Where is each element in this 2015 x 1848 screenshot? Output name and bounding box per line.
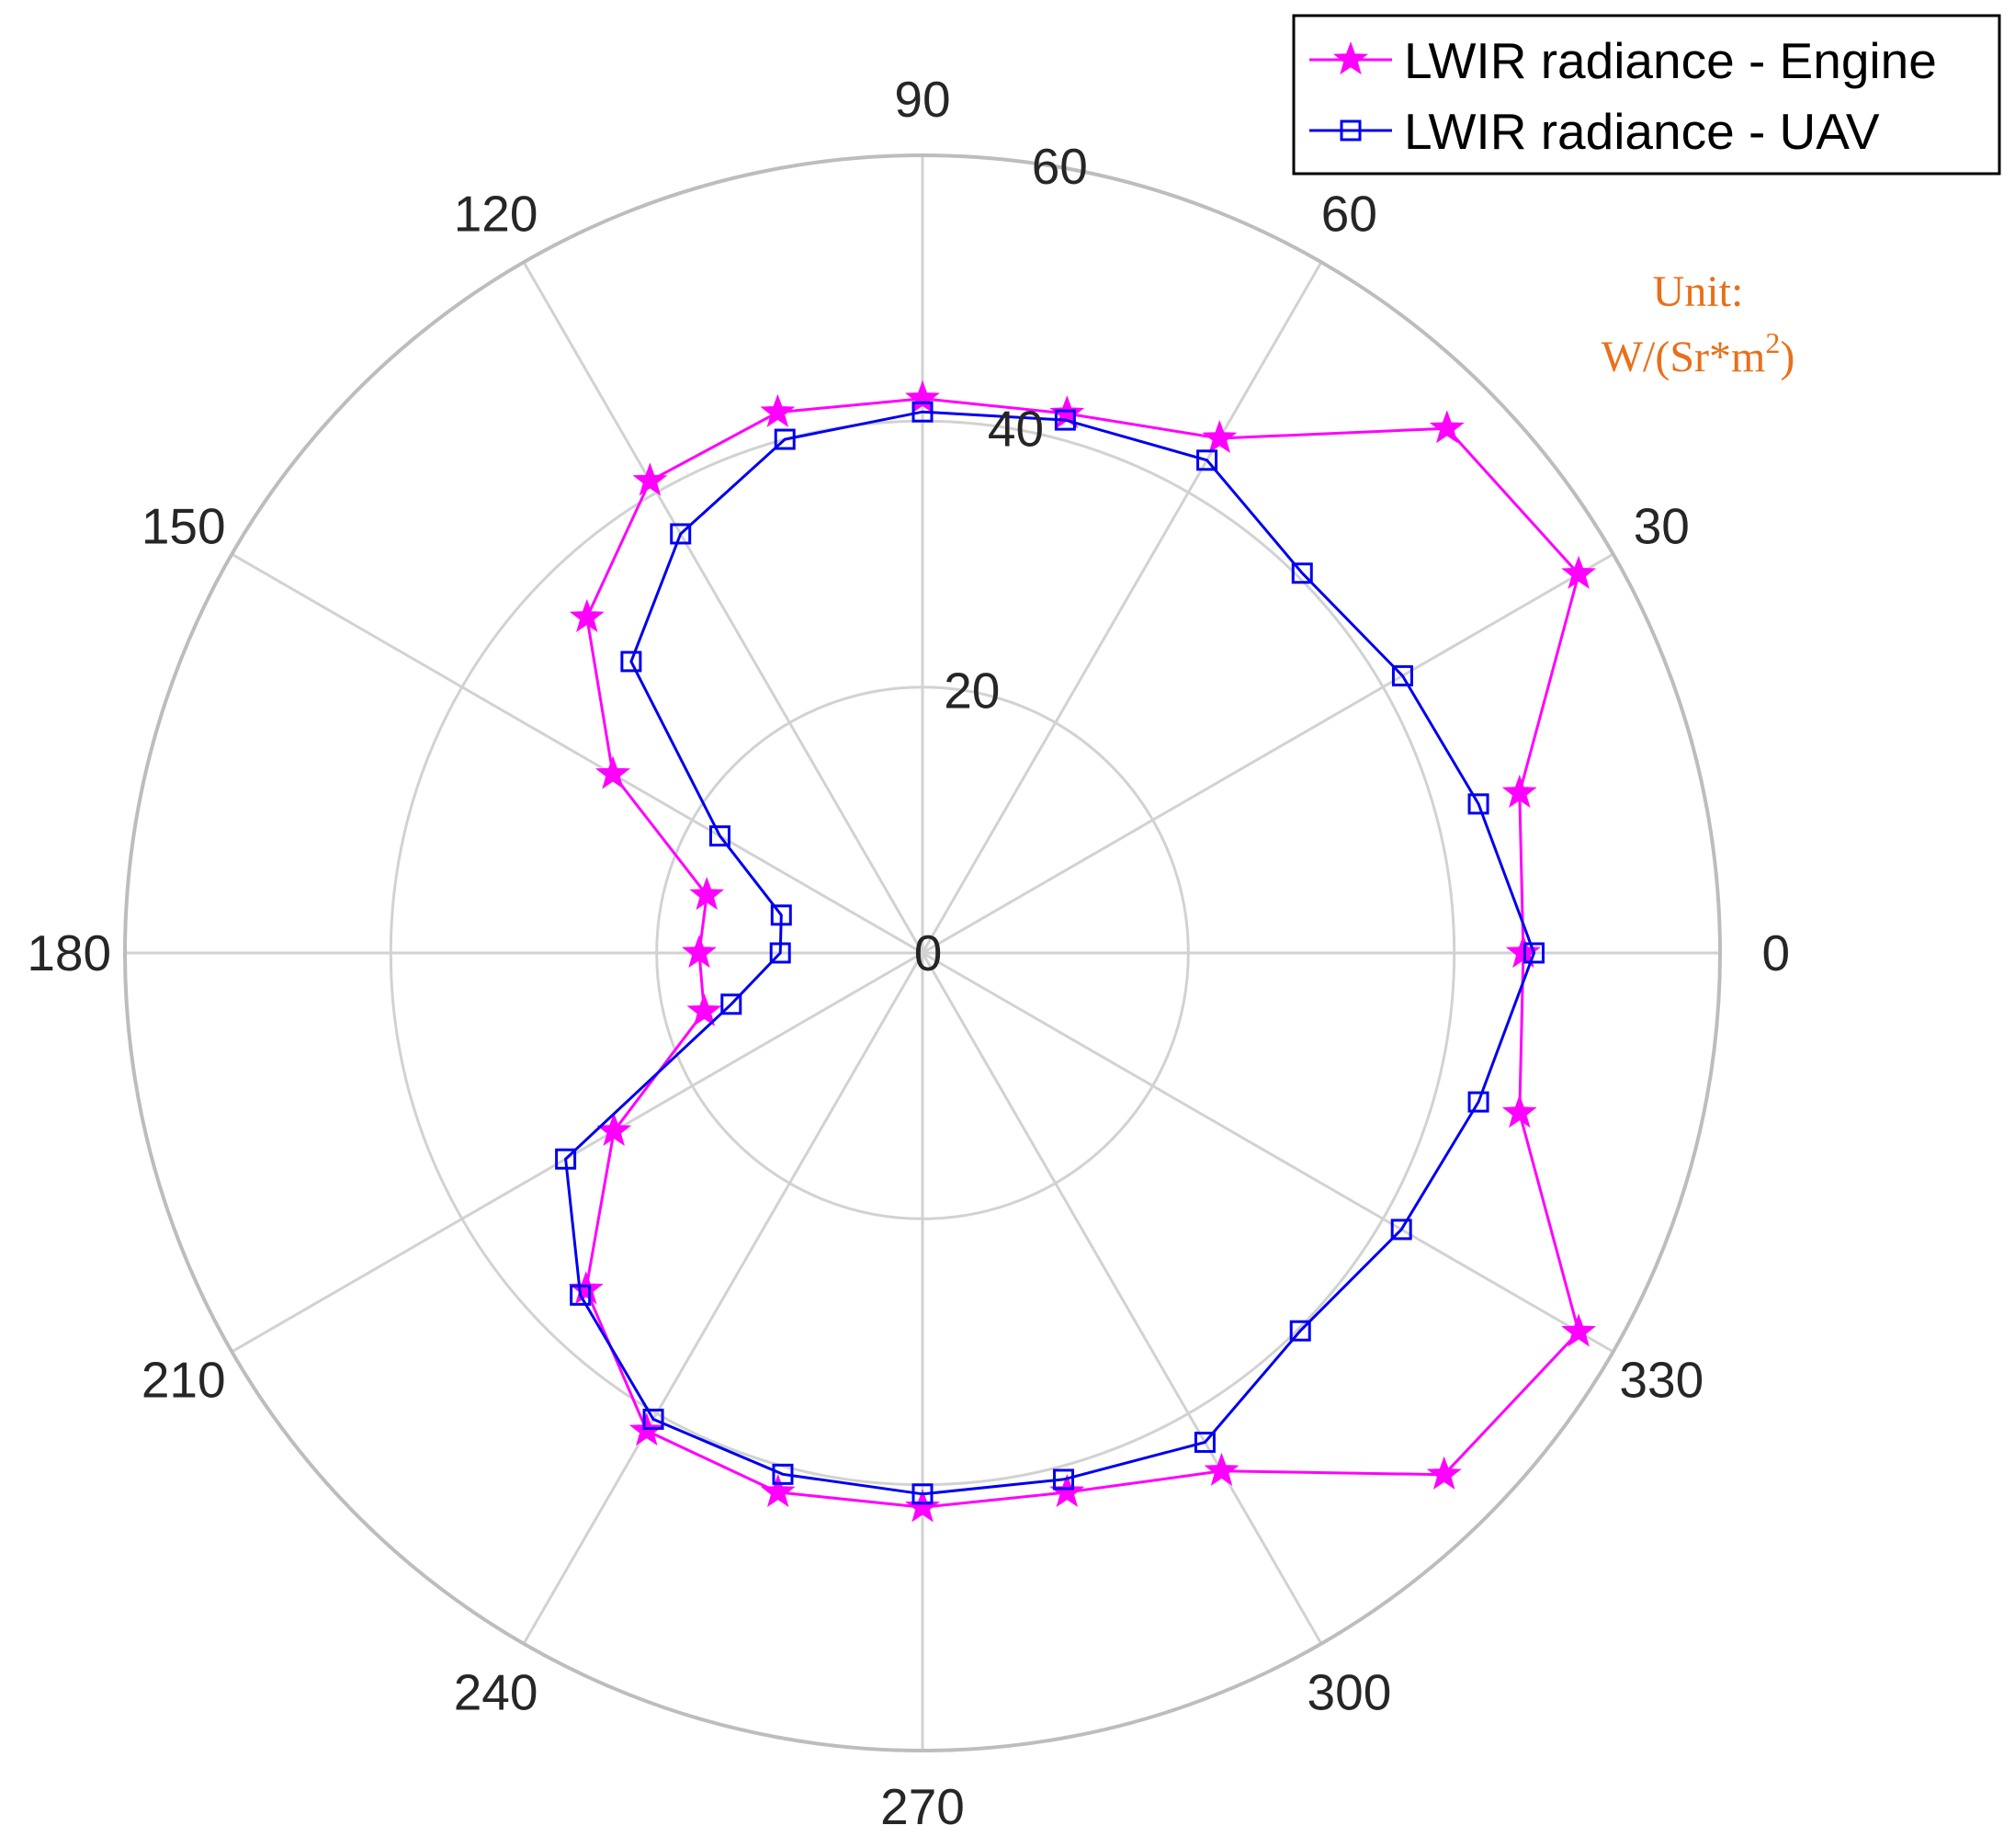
- data-point: [720, 993, 742, 1015]
- spoke-210: [231, 951, 923, 1354]
- legend-marker: [1333, 41, 1368, 75]
- data-point: [1196, 449, 1218, 471]
- legend-marker-uav-icon: [1340, 119, 1362, 142]
- unit-value-superscript: 2: [1765, 326, 1780, 359]
- data-point: [708, 825, 730, 847]
- series-line: [564, 410, 1536, 1496]
- r-tick-label: 40: [988, 400, 1044, 457]
- theta-tick-label: 120: [454, 186, 538, 243]
- data-point: [772, 1463, 794, 1485]
- series-uav: [555, 401, 1545, 1505]
- r-tick-label: 20: [944, 663, 1000, 720]
- spoke-150: [231, 552, 923, 955]
- data-point: [568, 1271, 604, 1305]
- r-tick-label: 60: [1032, 138, 1088, 195]
- data-point: [620, 651, 642, 673]
- spoke-240: [522, 952, 924, 1645]
- data-point: [1204, 1452, 1240, 1486]
- data-point: [689, 877, 725, 911]
- legend-label-engine: LWIR radiance - Engine: [1404, 32, 1937, 89]
- data-point: [770, 904, 792, 926]
- data-point: [1390, 1219, 1412, 1241]
- data-point: [1194, 1431, 1216, 1453]
- data-point: [760, 1473, 796, 1507]
- theta-tick-label: 90: [894, 71, 950, 128]
- data-point: [682, 935, 717, 969]
- data-point: [911, 1483, 934, 1505]
- data-point: [1291, 562, 1313, 584]
- theta-tick-label: 300: [1307, 1663, 1392, 1720]
- data-point: [760, 393, 796, 427]
- r-tick-label: 0: [914, 924, 943, 981]
- data-point: [1391, 664, 1413, 686]
- data-point: [1429, 410, 1465, 444]
- legend-box: [1292, 14, 2001, 176]
- legend-label-uav: LWIR radiance - UAV: [1404, 103, 1880, 160]
- theta-tick-label: 240: [454, 1663, 538, 1720]
- data-point: [570, 1284, 592, 1306]
- data-point: [642, 1408, 664, 1430]
- unit-value-suffix: ): [1780, 333, 1794, 381]
- data-point: [1289, 1320, 1311, 1342]
- legend-item-engine: LWIR radiance - Engine: [1309, 32, 1937, 89]
- data-point: [1501, 1094, 1537, 1128]
- unit-value: W/(Sr*m2): [1602, 326, 1795, 381]
- data-point: [911, 401, 934, 423]
- spoke-300: [921, 952, 1323, 1645]
- theta-tick-label: 60: [1321, 186, 1377, 243]
- unit-annotation: Unit: W/(Sr*m2): [1602, 267, 1795, 381]
- data-point: [1202, 420, 1238, 454]
- data-point: [1426, 1456, 1462, 1490]
- data-point: [569, 598, 605, 632]
- data-point: [632, 462, 668, 496]
- legend-item-uav: LWIR radiance - UAV: [1309, 103, 1880, 160]
- data-point: [1467, 1091, 1489, 1113]
- polar-grid: [123, 153, 1722, 1752]
- data-point: [1561, 555, 1597, 589]
- data-point: [1054, 409, 1076, 431]
- spoke-120: [522, 261, 924, 954]
- series-layer: [555, 380, 1597, 1523]
- spoke-30: [922, 552, 1614, 955]
- legend: LWIR radiance - Engine LWIR radiance - U…: [1292, 14, 2001, 176]
- data-point: [595, 755, 631, 789]
- theta-tick-label: 180: [27, 924, 111, 981]
- data-point: [670, 523, 692, 545]
- theta-tick-label: 210: [142, 1351, 226, 1408]
- series-engine: [568, 380, 1597, 1523]
- legend-marker-engine-icon: [1333, 41, 1368, 75]
- data-point: [686, 992, 722, 1026]
- unit-label: Unit:: [1653, 267, 1744, 316]
- data-point: [769, 942, 791, 964]
- theta-tick-label: 330: [1619, 1351, 1704, 1408]
- data-point: [1053, 1468, 1075, 1491]
- theta-tick-label: 0: [1762, 924, 1791, 981]
- unit-value-prefix: W/(Sr*m: [1602, 333, 1766, 381]
- data-point: [905, 380, 940, 414]
- r-circle-60: [123, 153, 1722, 1752]
- data-point: [596, 1112, 632, 1146]
- theta-tick-label: 30: [1634, 498, 1690, 555]
- data-point: [774, 428, 796, 450]
- legend-marker: [1340, 119, 1362, 142]
- data-point: [1501, 774, 1537, 808]
- data-point: [1523, 942, 1545, 964]
- theta-tick-label: 150: [142, 498, 226, 555]
- data-point: [1505, 935, 1541, 969]
- theta-tick-label: 270: [880, 1778, 965, 1835]
- data-point: [1467, 793, 1489, 815]
- data-point: [905, 1489, 940, 1523]
- spoke-330: [922, 951, 1614, 1354]
- data-point: [1561, 1313, 1597, 1347]
- tick-labels: 0 30 60 90 120 150 180 210 240 270 300 330 0 20 40 60: [27, 71, 1790, 1835]
- spoke-60: [921, 261, 1323, 954]
- data-point: [555, 1148, 577, 1170]
- r-circle-20: [655, 686, 1190, 1220]
